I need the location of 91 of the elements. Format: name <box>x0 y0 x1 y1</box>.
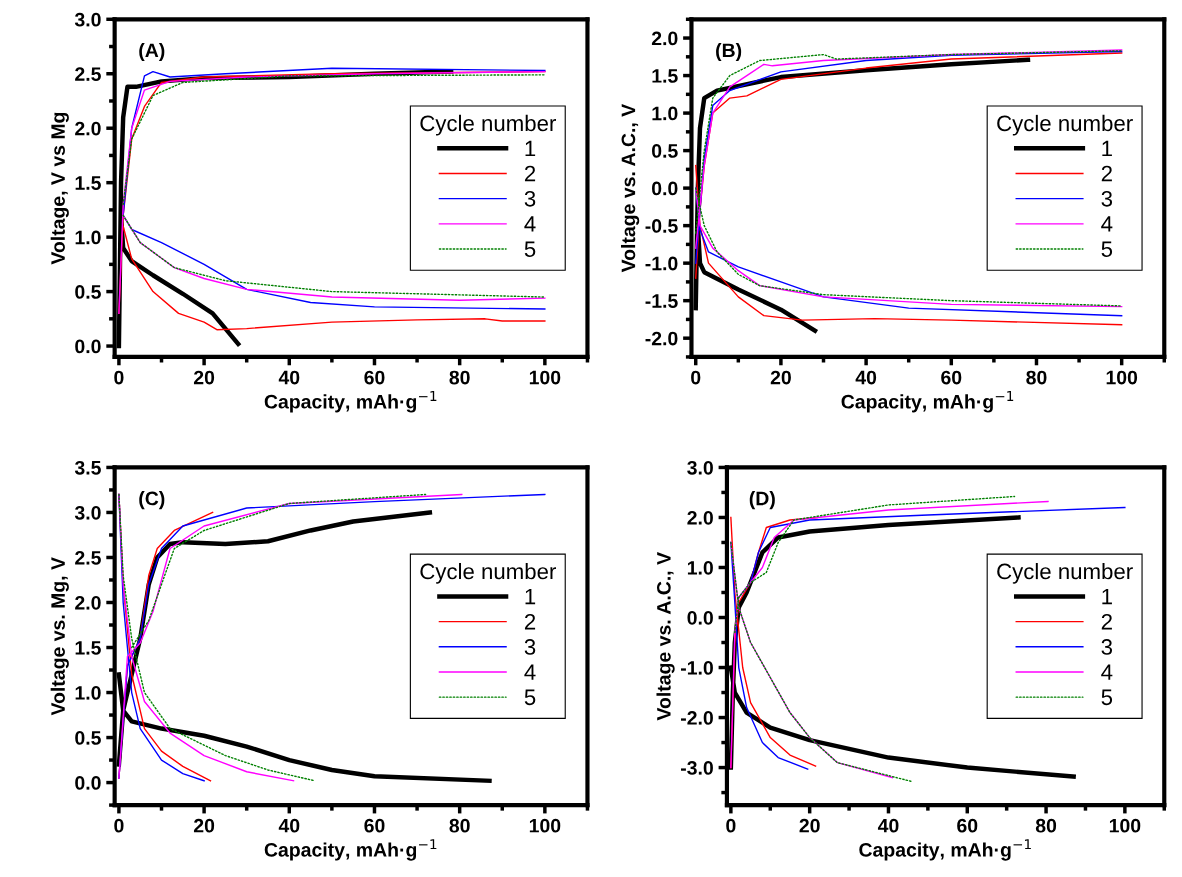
x-tick-label: 40 <box>877 818 899 833</box>
y-tick-label: 0.0 <box>75 776 101 790</box>
y-axis-title: Voltage, V vs Mg <box>50 112 69 265</box>
x-tick-label: 60 <box>957 818 978 833</box>
legend-label: 3 <box>1101 190 1113 207</box>
y-tick-label: 3.0 <box>687 460 713 475</box>
annotation: (A) <box>139 42 165 62</box>
legend-label: 4 <box>1101 216 1113 232</box>
x-tick-label: 80 <box>449 818 470 833</box>
y-tick-label: 3.5 <box>74 460 101 475</box>
y-axis-title: Voltage vs. A.C., V <box>656 552 675 721</box>
legend-label: 4 <box>524 216 536 232</box>
annotation: (D) <box>749 491 775 510</box>
legend-label: 5 <box>524 241 536 257</box>
y-tick-label: 1.5 <box>75 176 101 190</box>
x-tick-label: 0 <box>114 818 124 833</box>
legend-title: Cycle number <box>420 563 556 584</box>
x-tick-label: 0 <box>726 818 736 833</box>
y-tick-label: -1.0 <box>645 256 678 271</box>
y-tick-label: 2.0 <box>75 121 101 136</box>
y-tick-label: -2.0 <box>680 711 713 725</box>
x-axis-title: Capacity, mAh·g$^{−1}$ <box>859 839 1031 861</box>
legend-label: 1 <box>1102 588 1112 605</box>
legend-label: 4 <box>1101 664 1113 680</box>
x-tick-label: 0 <box>114 370 124 385</box>
legend-label: 3 <box>524 639 536 655</box>
y-tick-label: -1.0 <box>680 660 713 675</box>
legend-label: 5 <box>1101 689 1113 706</box>
y-tick-label: 2.0 <box>75 595 101 610</box>
legend-label: 2 <box>524 613 536 630</box>
legend-label: 2 <box>1101 165 1112 182</box>
legend-title: Cycle number <box>997 114 1133 136</box>
y-tick-label: 0.5 <box>75 285 101 299</box>
y-tick-label: 1.0 <box>652 106 678 121</box>
x-tick-label: 40 <box>855 370 877 385</box>
y-tick-label: -3.0 <box>680 761 713 775</box>
y-tick-label: 1.0 <box>75 686 101 700</box>
y-tick-label: -1.5 <box>645 294 678 308</box>
x-tick-label: 100 <box>529 370 561 385</box>
y-tick-label: -2.0 <box>645 331 678 346</box>
y-tick-label: 1.5 <box>75 641 101 655</box>
legend-label: 4 <box>524 664 536 680</box>
legend-label: 1 <box>525 588 536 605</box>
x-tick-label: 40 <box>278 370 300 385</box>
x-tick-label: 80 <box>1026 370 1047 385</box>
x-tick-label: 60 <box>364 370 385 385</box>
x-axis-title: Capacity, mAh·g$^{−1}$ <box>264 391 437 413</box>
y-tick-label: 3.0 <box>74 505 101 520</box>
x-tick-label: 80 <box>1035 818 1057 833</box>
x-tick-label: 20 <box>193 818 215 833</box>
y-tick-label: 0.0 <box>687 610 713 625</box>
y-tick-label: 2.0 <box>651 31 678 46</box>
y-axis-title: Voltage vs. Mg, V <box>50 557 69 716</box>
x-tick-label: 0 <box>691 370 701 385</box>
y-tick-label: 2.5 <box>75 550 101 565</box>
x-tick-label: 20 <box>193 370 215 385</box>
legend-label: 5 <box>1101 241 1113 257</box>
y-tick-label: 1.5 <box>652 69 678 83</box>
x-tick-label: 40 <box>278 818 300 833</box>
y-tick-label: 0.0 <box>652 181 678 196</box>
y-tick-label: 1.0 <box>687 560 713 575</box>
y-tick-label: 0.5 <box>652 144 678 158</box>
legend-title: Cycle number <box>420 114 556 136</box>
x-tick-label: 100 <box>1109 818 1141 833</box>
x-tick-label: 80 <box>449 370 470 385</box>
x-axis-title: Capacity, mAh·g$^{−1}$ <box>841 391 1014 413</box>
x-tick-label: 60 <box>941 370 962 385</box>
x-tick-label: 60 <box>364 818 385 833</box>
x-tick-label: 20 <box>770 370 791 385</box>
legend-label: 2 <box>524 165 536 182</box>
y-tick-label: 3.0 <box>74 12 101 27</box>
legend-label: 1 <box>1102 140 1112 157</box>
annotation: (C) <box>139 491 165 510</box>
legend-label: 1 <box>525 140 536 157</box>
y-tick-label: 2.5 <box>75 67 101 81</box>
legend-label: 5 <box>524 689 536 706</box>
annotation: (B) <box>716 42 742 62</box>
y-tick-label: 0.5 <box>75 731 101 745</box>
legend-label: 2 <box>1101 613 1112 630</box>
x-tick-label: 100 <box>1106 370 1138 385</box>
legend-title: Cycle number <box>997 563 1133 584</box>
legend-label: 3 <box>1101 639 1113 655</box>
y-tick-label: 1.0 <box>75 230 101 245</box>
x-tick-label: 20 <box>799 818 820 833</box>
x-axis-title: Capacity, mAh·g$^{−1}$ <box>264 839 437 861</box>
y-tick-label: -0.5 <box>645 219 678 233</box>
x-tick-label: 100 <box>529 818 561 833</box>
y-tick-label: 2.0 <box>687 510 713 525</box>
y-axis-title: Voltage vs. A.C., V <box>621 103 640 273</box>
y-tick-label: 0.0 <box>75 339 101 354</box>
legend-label: 3 <box>524 190 536 207</box>
